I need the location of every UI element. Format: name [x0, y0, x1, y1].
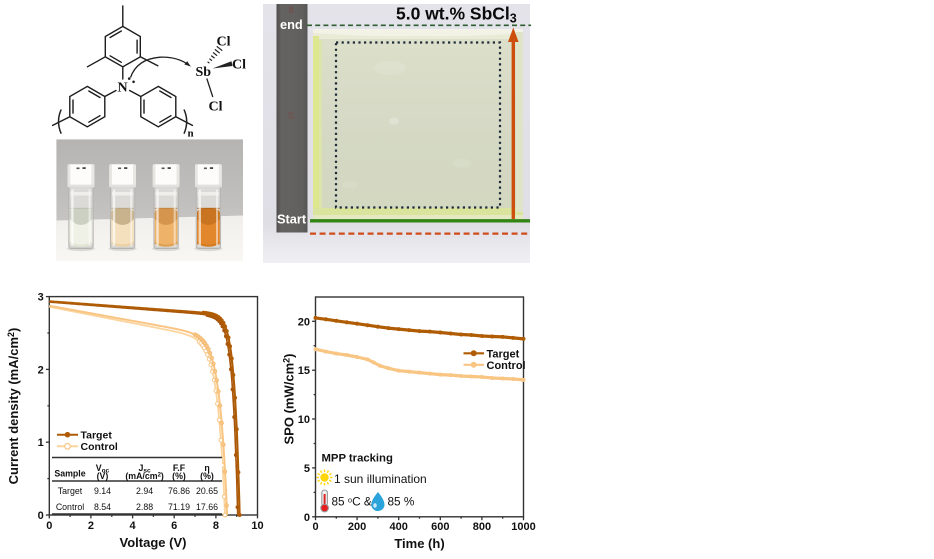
svg-text:8: 8 — [288, 5, 293, 15]
svg-text:Start: Start — [277, 212, 307, 227]
svg-text:400: 400 — [390, 521, 408, 533]
svg-text:2.94: 2.94 — [136, 486, 153, 496]
svg-text:2: 2 — [38, 364, 44, 376]
svg-text:Target: Target — [81, 430, 113, 442]
svg-text:85 %: 85 % — [388, 494, 415, 508]
svg-text:(%): (%) — [200, 471, 214, 481]
svg-text:0: 0 — [38, 510, 44, 522]
svg-text:Control: Control — [487, 360, 526, 372]
svg-text:17.66: 17.66 — [196, 502, 218, 512]
svg-text:9.14: 9.14 — [94, 486, 111, 496]
svg-text:20.65: 20.65 — [196, 486, 218, 496]
svg-text:S: S — [288, 111, 295, 122]
svg-text:η: η — [204, 463, 209, 473]
svg-text:Sb: Sb — [196, 65, 212, 80]
svg-text:2: 2 — [88, 520, 94, 532]
svg-text:6: 6 — [171, 520, 177, 532]
svg-text:Cl: Cl — [209, 99, 223, 114]
svg-text:0: 0 — [46, 520, 52, 532]
svg-text:600: 600 — [431, 521, 449, 533]
svg-text:Current density (mA/cm2): Current density (mA/cm2) — [6, 328, 21, 485]
svg-text:SPO (mW/cm2): SPO (mW/cm2) — [282, 354, 297, 445]
svg-text:(mA/cm2): (mA/cm2) — [125, 471, 164, 481]
svg-text:Cl: Cl — [232, 58, 246, 73]
svg-text:1 sun illumination: 1 sun illumination — [334, 472, 427, 486]
svg-text:F.F: F.F — [173, 463, 186, 473]
svg-text:10: 10 — [251, 520, 263, 532]
svg-text:71.19: 71.19 — [168, 502, 190, 512]
svg-text:800: 800 — [473, 521, 491, 533]
svg-text:8: 8 — [213, 520, 219, 532]
svg-text:Voc: Voc — [96, 463, 110, 475]
svg-text:0: 0 — [304, 512, 310, 524]
svg-text:n: n — [187, 128, 193, 140]
svg-text:Time (h): Time (h) — [394, 536, 444, 551]
svg-text:2.88: 2.88 — [136, 502, 153, 512]
svg-text:N: N — [118, 80, 128, 95]
svg-text:8.54: 8.54 — [94, 502, 111, 512]
svg-text:Control: Control — [56, 502, 84, 512]
svg-text:15: 15 — [298, 365, 310, 377]
svg-text:3: 3 — [38, 292, 44, 304]
svg-text:1: 1 — [38, 437, 44, 449]
svg-text:10: 10 — [298, 414, 310, 426]
svg-text:20: 20 — [298, 316, 310, 328]
svg-text:76.86: 76.86 — [168, 486, 190, 496]
svg-text:0: 0 — [312, 521, 318, 533]
svg-text:(%): (%) — [172, 471, 186, 481]
svg-text:85 oC &: 85 oC & — [332, 494, 372, 508]
svg-text:1000: 1000 — [511, 521, 535, 533]
svg-text:4: 4 — [130, 520, 137, 532]
svg-text:Voltage (V): Voltage (V) — [120, 535, 187, 550]
svg-text:Sample: Sample — [54, 469, 85, 479]
svg-text:Target: Target — [58, 486, 83, 496]
svg-text:Target: Target — [487, 348, 520, 360]
svg-text:Jsc: Jsc — [139, 463, 152, 475]
svg-text:200: 200 — [348, 521, 366, 533]
svg-text:5: 5 — [304, 463, 310, 475]
svg-text:Control: Control — [81, 441, 118, 453]
svg-text:(V): (V) — [97, 471, 109, 481]
svg-text:MPP tracking: MPP tracking — [322, 452, 393, 464]
svg-text:5.0 wt.% SbCl3: 5.0 wt.% SbCl3 — [396, 4, 517, 26]
svg-text:Cl: Cl — [217, 34, 231, 49]
svg-text:end: end — [280, 17, 303, 32]
